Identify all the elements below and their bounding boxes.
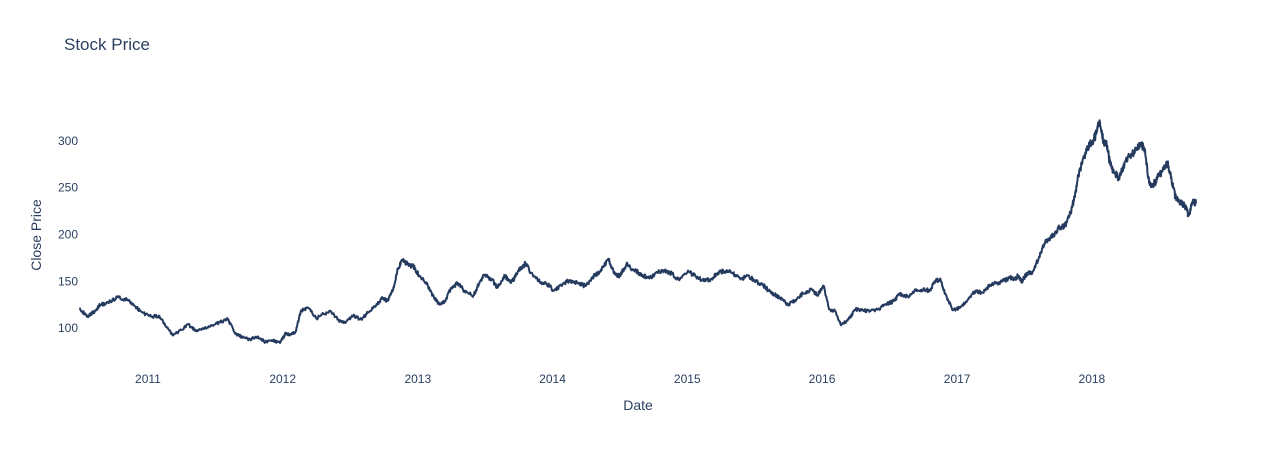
y-tick-label: 150 (58, 274, 78, 288)
y-tick-label: 300 (58, 134, 78, 148)
y-tick-label: 250 (58, 181, 78, 195)
y-tick-label: 200 (58, 227, 78, 241)
y-tick-label: 100 (58, 321, 78, 335)
y-axis-ticks: 100 150 200 250 300 (58, 134, 78, 335)
x-tick-label: 2013 (404, 372, 431, 386)
chart-title: Stock Price (64, 35, 150, 54)
x-tick-label: 2017 (944, 372, 971, 386)
series-line (79, 119, 1197, 344)
x-axis-title: Date (623, 397, 653, 413)
y-axis-title: Close Price (28, 199, 44, 271)
x-tick-label: 2011 (135, 372, 161, 386)
x-tick-label: 2012 (269, 372, 296, 386)
x-tick-label: 2014 (539, 372, 566, 386)
x-tick-label: 2016 (809, 372, 836, 386)
x-tick-label: 2015 (674, 372, 701, 386)
x-tick-label: 2018 (1079, 372, 1106, 386)
x-axis-ticks: 2011 2012 2013 2014 2015 2016 2017 2018 (135, 372, 1106, 386)
